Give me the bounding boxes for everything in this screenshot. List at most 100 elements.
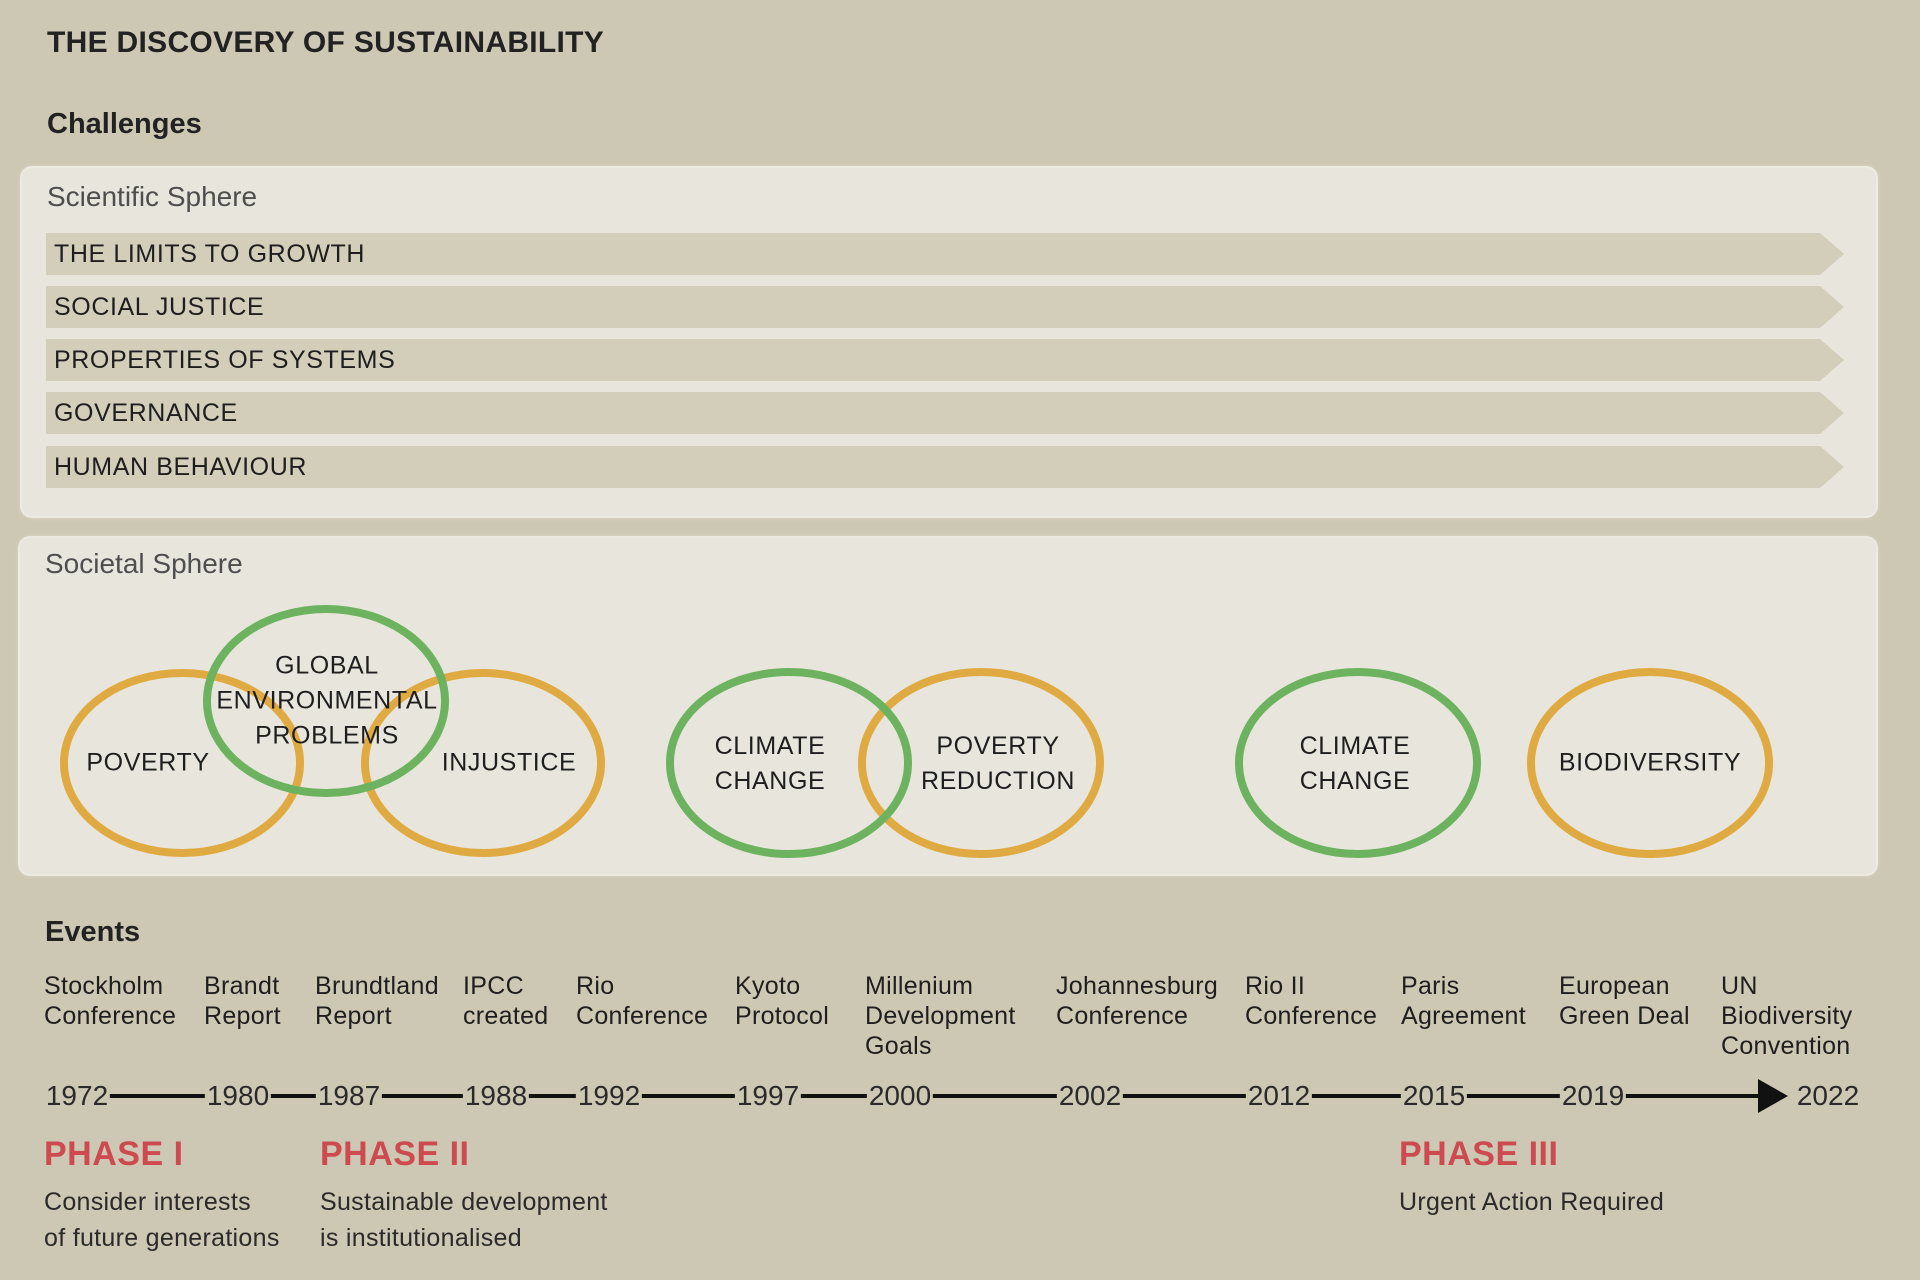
phase-2-description: Sustainable development is institutional… <box>320 1184 608 1256</box>
timeline-year-1972: 1972 <box>43 1080 111 1111</box>
event-line: Conference <box>44 1002 177 1030</box>
topic-injustice: INJUSTICE <box>441 748 577 777</box>
timeline-year-1997: 1997 <box>734 1080 802 1111</box>
event-line: IPCC <box>463 972 524 1000</box>
phase-desc-line: Urgent Action Required <box>1399 1188 1665 1216</box>
climate-change-ring-1 <box>666 668 912 858</box>
event-line: Agreement <box>1401 1002 1526 1030</box>
event-line: Conference <box>1056 1002 1189 1030</box>
phase-desc-line: is institutionalised <box>320 1224 522 1252</box>
topic-global-environmental-problems: GLOBAL ENVIRONMENTAL PROBLEMS <box>216 649 437 754</box>
topic-biodiversity: BIODIVERSITY <box>1558 748 1742 777</box>
phase-2-title: PHASE II <box>320 1135 470 1173</box>
event-line: Goals <box>865 1032 932 1060</box>
event-line: Report <box>315 1002 392 1030</box>
climate-change-ring-2 <box>1235 668 1481 858</box>
challenge-bar-social-justice: SOCIAL JUSTICE <box>46 286 1844 328</box>
timeline-year-1987: 1987 <box>315 1080 383 1111</box>
event-line: Johannesburg <box>1056 972 1219 1000</box>
challenge-bar-label: GOVERNANCE <box>54 399 238 427</box>
societal-sphere-label: Societal Sphere <box>45 548 243 579</box>
page-title: THE DISCOVERY OF SUSTAINABILITY <box>47 26 605 59</box>
topic-poverty: POVERTY <box>86 748 210 777</box>
phase-desc-line: of future generations <box>44 1224 280 1252</box>
timeline-year-1992: 1992 <box>575 1080 643 1111</box>
event-rio-ii-conference: Rio II Conference <box>1245 971 1377 1031</box>
topic-line: CLIMATE <box>714 732 826 760</box>
timeline-year-2022: 2022 <box>1794 1080 1862 1111</box>
challenge-bar-limits-to-growth: THE LIMITS TO GROWTH <box>46 233 1844 275</box>
event-line: Millenium <box>865 972 974 1000</box>
event-european-green-deal: European Green Deal <box>1559 971 1690 1031</box>
global-environmental-ring <box>203 605 449 797</box>
timeline-year-2000: 2000 <box>866 1080 934 1111</box>
challenge-bar-label: SOCIAL JUSTICE <box>54 293 265 321</box>
challenge-bar-label: PROPERTIES OF SYSTEMS <box>54 346 396 374</box>
topic-poverty-reduction: POVERTY REDUCTION <box>921 729 1075 799</box>
timeline-year-1988: 1988 <box>462 1080 530 1111</box>
event-line: Conference <box>576 1002 709 1030</box>
challenge-bar-label: HUMAN BEHAVIOUR <box>54 453 308 481</box>
event-line: Stockholm <box>44 972 164 1000</box>
timeline-year-2015: 2015 <box>1400 1080 1468 1111</box>
topic-line: POVERTY <box>936 732 1060 760</box>
topic-line: PROBLEMS <box>255 721 399 750</box>
event-line: Paris <box>1401 972 1460 1000</box>
event-line: created <box>463 1002 549 1030</box>
challenges-heading: Challenges <box>47 108 202 140</box>
event-line: Conference <box>1245 1002 1378 1030</box>
phase-1-title: PHASE I <box>44 1135 184 1173</box>
phase-desc-line: Sustainable development <box>320 1188 608 1216</box>
challenge-bar-governance: GOVERNANCE <box>46 392 1844 434</box>
event-line: Rio <box>576 972 615 1000</box>
societal-sphere-panel <box>20 538 1876 874</box>
event-line: UN <box>1721 972 1758 1000</box>
challenge-bar-label: THE LIMITS TO GROWTH <box>54 240 366 268</box>
event-un-biodiversity-convention: UN Biodiversity Convention <box>1721 971 1852 1061</box>
event-line: Brandt <box>204 972 280 1000</box>
challenge-bar-properties-of-systems: PROPERTIES OF SYSTEMS <box>46 339 1844 381</box>
phase-1-description: Consider interests of future generations <box>44 1184 280 1256</box>
poverty-ring <box>60 669 304 857</box>
event-line: Brundtland <box>315 972 439 1000</box>
topic-line: CHANGE <box>1299 767 1411 795</box>
timeline-arrow-icon <box>1758 1079 1788 1113</box>
event-line: Protocol <box>735 1002 830 1030</box>
timeline-year-2012: 2012 <box>1245 1080 1313 1111</box>
event-ipcc-created: IPCC created <box>463 971 549 1031</box>
event-line: Biodiversity <box>1721 1002 1853 1030</box>
event-line: Rio II <box>1245 972 1306 1000</box>
topic-line: GLOBAL <box>275 651 379 680</box>
event-line: Development <box>865 1002 1016 1030</box>
challenge-bar-human-behaviour: HUMAN BEHAVIOUR <box>46 446 1844 488</box>
event-brundtland-report: Brundtland Report <box>315 971 439 1031</box>
topic-climate-change-1: CLIMATE CHANGE <box>715 729 826 799</box>
topic-line: ENVIRONMENTAL <box>216 686 438 715</box>
phase-3-description: Urgent Action Required <box>1399 1184 1664 1220</box>
event-line: Green Deal <box>1559 1002 1690 1030</box>
injustice-ring <box>361 669 605 857</box>
event-brandt-report: Brandt Report <box>204 971 281 1031</box>
event-millenium-development-goals: Millenium Development Goals <box>865 971 1016 1061</box>
event-rio-conference: Rio Conference <box>576 971 708 1031</box>
event-stockholm-conference: Stockholm Conference <box>44 971 176 1031</box>
event-line: Convention <box>1721 1032 1851 1060</box>
events-heading: Events <box>45 916 141 948</box>
timeline-year-1980: 1980 <box>204 1080 272 1111</box>
poverty-reduction-ring <box>858 668 1104 858</box>
scientific-sphere-label: Scientific Sphere <box>47 181 258 212</box>
event-paris-agreement: Paris Agreement <box>1401 971 1526 1031</box>
event-line: Report <box>204 1002 281 1030</box>
event-line: Kyoto <box>735 972 801 1000</box>
event-johannesburg-conference: Johannesburg Conference <box>1056 971 1218 1031</box>
phase-desc-line: Consider interests <box>44 1188 251 1216</box>
phase-3-title: PHASE III <box>1399 1135 1559 1173</box>
timeline-year-2019: 2019 <box>1559 1080 1627 1111</box>
topic-line: REDUCTION <box>920 767 1076 795</box>
biodiversity-ring <box>1527 668 1773 858</box>
timeline-year-2002: 2002 <box>1056 1080 1124 1111</box>
event-kyoto-protocol: Kyoto Protocol <box>735 971 829 1031</box>
topic-line: CHANGE <box>714 767 826 795</box>
event-line: European <box>1559 972 1670 1000</box>
